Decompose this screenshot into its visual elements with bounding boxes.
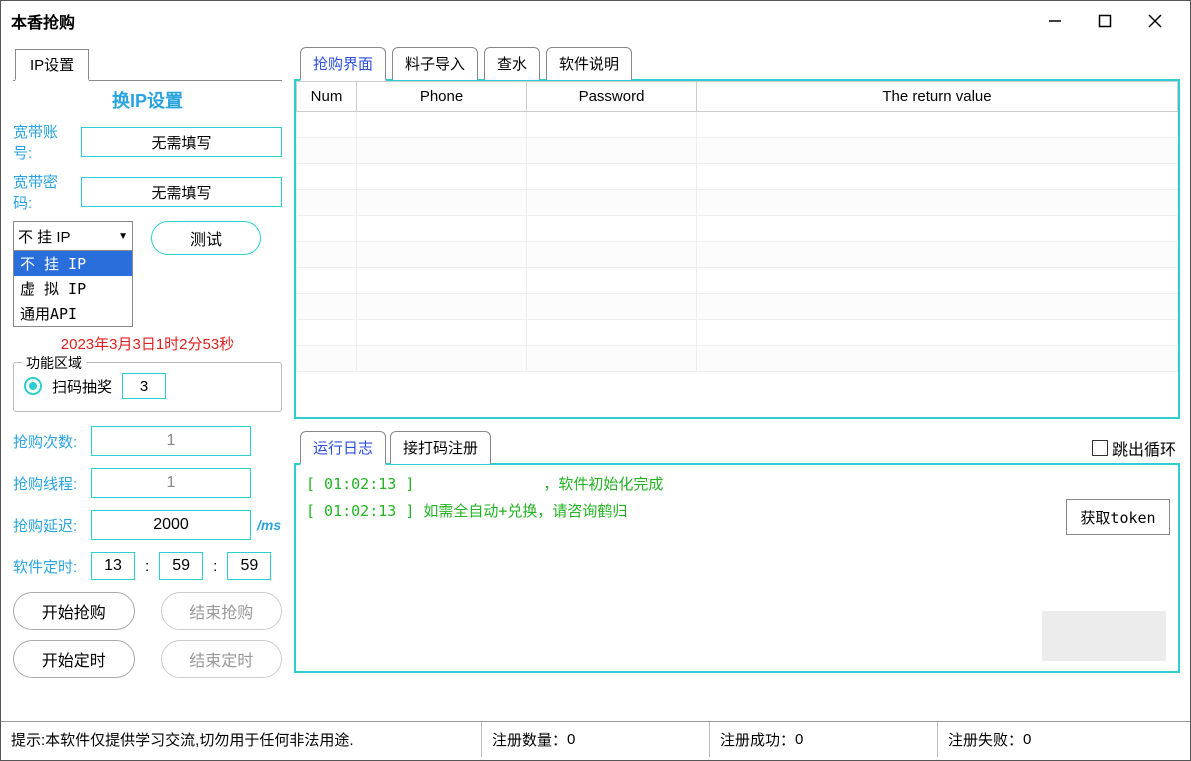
col-password[interactable]: Password <box>527 82 697 112</box>
timer-second-input[interactable] <box>227 552 271 580</box>
tab-grab[interactable]: 抢购界面 <box>300 47 386 81</box>
data-table: Num Phone Password The return value <box>296 81 1178 372</box>
account-input[interactable] <box>81 127 282 157</box>
left-panel: IP设置 换IP设置 宽带账号: 宽带密码: 不 挂 IP ▼ 不 挂 IP 虚… <box>1 41 294 721</box>
tab-import[interactable]: 料子导入 <box>392 47 478 80</box>
delay-input[interactable] <box>91 510 251 540</box>
log-line: [ 01:02:13 ] 如需全自动+兑换，请咨询鹤归 <box>306 500 1168 521</box>
test-button[interactable]: 测试 <box>151 221 261 255</box>
main-tabs: 抢购界面 料子导入 查水 软件说明 <box>300 47 1180 80</box>
status-reg-count: 注册数量：0 <box>481 722 709 757</box>
password-label: 宽带密码: <box>13 171 75 213</box>
account-label: 宽带账号: <box>13 121 75 163</box>
ip-mode-select[interactable]: 不 挂 IP ▼ 不 挂 IP 虚 拟 IP 通用API <box>13 221 133 327</box>
table-row[interactable] <box>297 294 1178 320</box>
col-return[interactable]: The return value <box>697 82 1178 112</box>
scan-lottery-radio[interactable] <box>24 377 42 395</box>
status-reg-fail: 注册失败：0 <box>937 722 1165 757</box>
window-title: 本香抢购 <box>11 9 1030 33</box>
ip-mode-option[interactable]: 不 挂 IP <box>14 251 132 276</box>
ip-section-title: 换IP设置 <box>13 87 282 113</box>
log-box: [ 01:02:13 ] ，软件初始化完成 [ 01:02:13 ] 如需全自动+… <box>294 463 1180 673</box>
start-timer-button[interactable]: 开始定时 <box>13 640 135 678</box>
function-group: 功能区域 扫码抽奖 <box>13 362 282 412</box>
count-label: 抢购次数: <box>13 431 85 452</box>
col-phone[interactable]: Phone <box>357 82 527 112</box>
delay-unit: /ms <box>257 517 281 533</box>
tab-help[interactable]: 软件说明 <box>546 47 632 80</box>
timestamp-text: 2023年3月3日1时2分53秒 <box>13 333 282 354</box>
table-row[interactable] <box>297 242 1178 268</box>
end-timer-button: 结束定时 <box>161 640 283 678</box>
maximize-button[interactable] <box>1080 1 1130 41</box>
right-panel: 抢购界面 料子导入 查水 软件说明 Num Phone Password The… <box>294 41 1190 721</box>
status-reg-ok: 注册成功：0 <box>709 722 937 757</box>
ip-mode-option[interactable]: 通用API <box>14 301 132 326</box>
table-row[interactable] <box>297 112 1178 138</box>
thread-label: 抢购线程: <box>13 473 85 494</box>
table-row[interactable] <box>297 164 1178 190</box>
timer-label: 软件定时: <box>13 556 85 577</box>
ip-mode-selected: 不 挂 IP <box>18 226 71 247</box>
loop-checkbox[interactable] <box>1092 440 1108 456</box>
ip-settings-tab[interactable]: IP设置 <box>15 49 89 81</box>
start-grab-button[interactable]: 开始抢购 <box>13 592 135 630</box>
minimize-button[interactable] <box>1030 1 1080 41</box>
tab-log[interactable]: 运行日志 <box>300 431 386 465</box>
loop-checkbox-label: 跳出循环 <box>1112 436 1176 460</box>
tab-check[interactable]: 查水 <box>484 47 540 80</box>
close-button[interactable] <box>1130 1 1180 41</box>
table-row[interactable] <box>297 268 1178 294</box>
function-group-legend: 功能区域 <box>22 353 86 373</box>
end-grab-button: 结束抢购 <box>161 592 283 630</box>
count-input[interactable] <box>91 426 251 456</box>
log-line: [ 01:02:13 ] ，软件初始化完成 <box>306 473 1168 494</box>
log-tabs: 运行日志 接打码注册 <box>300 431 491 464</box>
statusbar: 提示:本软件仅提供学习交流,切勿用于任何非法用途. 注册数量：0 注册成功：0 … <box>1 721 1190 757</box>
delay-label: 抢购延迟: <box>13 515 85 536</box>
chevron-down-icon: ▼ <box>118 231 128 242</box>
table-row[interactable] <box>297 190 1178 216</box>
table-row[interactable] <box>297 320 1178 346</box>
table-row[interactable] <box>297 216 1178 242</box>
scan-lottery-label: 扫码抽奖 <box>52 376 112 397</box>
table-row[interactable] <box>297 346 1178 372</box>
data-table-wrap: Num Phone Password The return value <box>294 79 1180 419</box>
scan-lottery-value[interactable] <box>122 373 166 399</box>
table-row[interactable] <box>297 138 1178 164</box>
timer-minute-input[interactable] <box>159 552 203 580</box>
grey-box <box>1042 611 1166 661</box>
get-token-button[interactable]: 获取token <box>1066 499 1170 535</box>
password-input[interactable] <box>81 177 282 207</box>
titlebar: 本香抢购 <box>1 1 1190 41</box>
tab-register[interactable]: 接打码注册 <box>390 431 491 464</box>
ip-mode-dropdown: 不 挂 IP 虚 拟 IP 通用API <box>14 250 132 326</box>
thread-input[interactable] <box>91 468 251 498</box>
status-hint: 提示:本软件仅提供学习交流,切勿用于任何非法用途. <box>1 722 481 757</box>
timer-hour-input[interactable] <box>91 552 135 580</box>
ip-mode-option[interactable]: 虚 拟 IP <box>14 276 132 301</box>
col-num[interactable]: Num <box>297 82 357 112</box>
